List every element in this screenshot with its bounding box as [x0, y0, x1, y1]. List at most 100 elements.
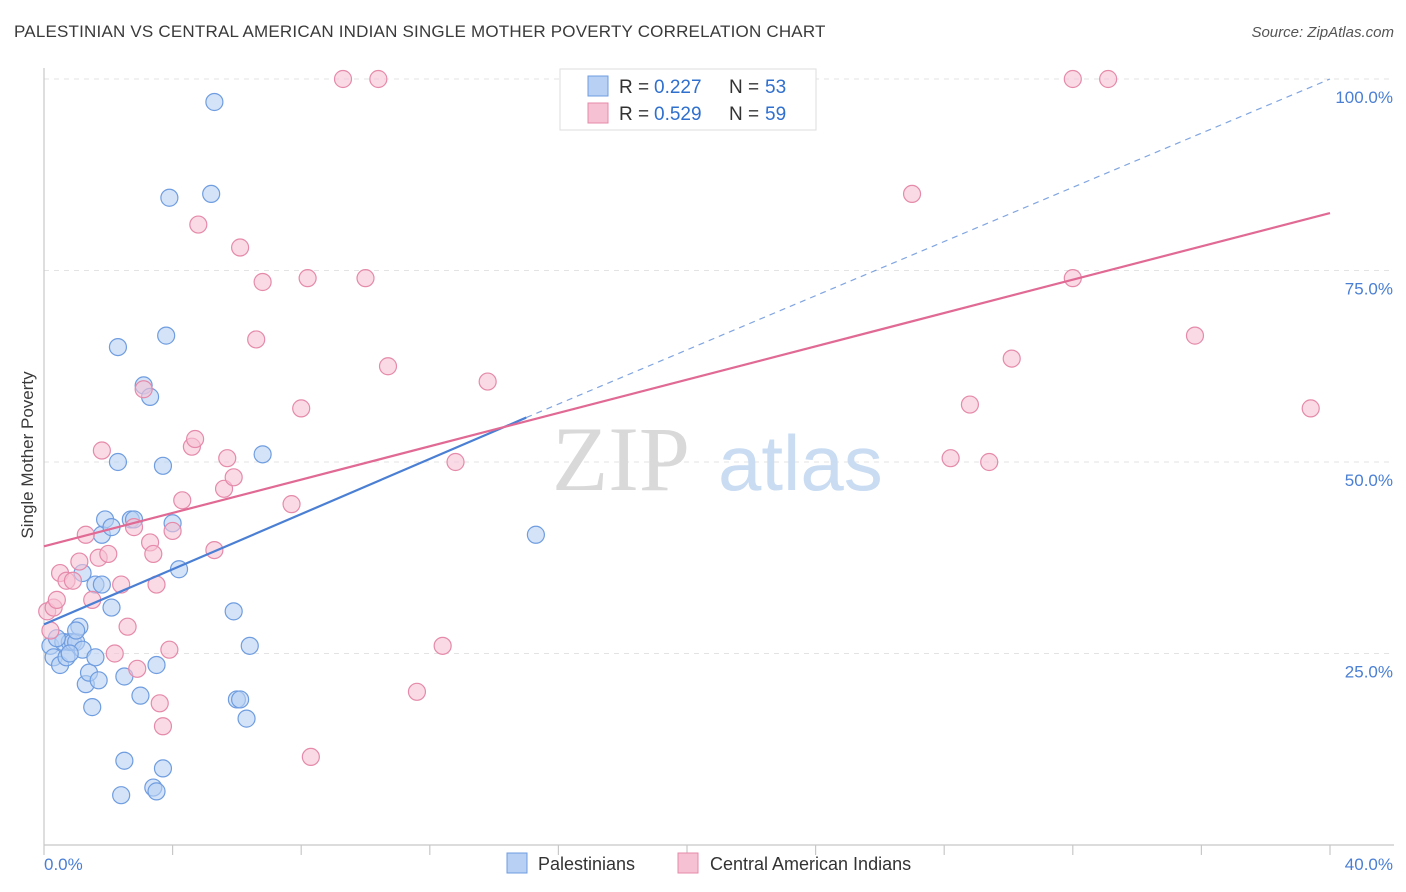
trend-extension-palestinians	[526, 78, 1331, 419]
legend-n-value-palestinians: 53	[765, 77, 786, 98]
trend-line-palestinians	[43, 416, 527, 626]
point-central-american-indians	[298, 269, 317, 288]
point-central-american-indians	[163, 521, 182, 541]
point-palestinians	[153, 759, 173, 778]
point-palestinians	[202, 184, 221, 203]
point-palestinians	[89, 671, 108, 690]
legend-swatch-palestinians	[587, 75, 609, 97]
point-central-american-indians	[47, 590, 66, 609]
point-palestinians	[131, 686, 150, 705]
point-palestinians	[67, 621, 86, 640]
point-central-american-indians	[941, 449, 960, 468]
point-palestinians	[60, 644, 79, 663]
y-tick-label: 100.0%	[1335, 88, 1393, 107]
x-tick-labels: 0.0% 40.0%	[44, 855, 1393, 874]
point-central-american-indians	[1099, 69, 1118, 89]
x-tick-label: 40.0%	[1345, 855, 1393, 874]
series-legend-swatch-central-american-indians	[677, 852, 699, 874]
point-palestinians	[83, 698, 102, 717]
point-central-american-indians	[70, 552, 89, 571]
legend-r-value-palestinians: 0.227	[654, 77, 702, 98]
point-central-american-indians	[1063, 69, 1082, 89]
chart-title: PALESTINIAN VS CENTRAL AMERICAN INDIAN S…	[14, 22, 826, 41]
watermark-atlas: atlas	[718, 419, 883, 507]
y-tick-labels: 25.0% 50.0% 75.0% 100.0%	[1335, 88, 1393, 682]
point-central-american-indians	[189, 215, 208, 234]
point-central-american-indians	[205, 540, 224, 560]
y-tick-label: 25.0%	[1345, 663, 1393, 682]
point-palestinians	[237, 709, 256, 728]
legend-swatch-central-american-indians	[587, 102, 609, 124]
point-central-american-indians	[478, 372, 497, 391]
point-palestinians	[86, 648, 105, 667]
source-label: Source: ZipAtlas.com	[1251, 24, 1394, 41]
point-central-american-indians	[282, 495, 301, 514]
point-central-american-indians	[105, 644, 124, 663]
point-palestinians	[153, 456, 173, 475]
point-central-american-indians	[150, 694, 169, 713]
point-palestinians	[147, 655, 166, 675]
y-tick-label: 75.0%	[1345, 280, 1393, 299]
legend-r-label: R =	[619, 77, 649, 98]
point-central-american-indians	[433, 636, 452, 655]
point-central-american-indians	[153, 717, 173, 736]
point-central-american-indians	[134, 380, 153, 399]
series-legend: Palestinians Central American Indians	[506, 852, 911, 874]
point-palestinians	[92, 575, 111, 594]
point-central-american-indians	[333, 69, 353, 89]
series-legend-label-central-american-indians: Central American Indians	[710, 854, 911, 874]
point-central-american-indians	[118, 617, 137, 636]
point-central-american-indians	[99, 544, 118, 564]
data-points	[38, 69, 1320, 805]
point-central-american-indians	[218, 449, 237, 468]
point-central-american-indians	[292, 399, 311, 418]
point-central-american-indians	[301, 747, 320, 767]
point-palestinians	[112, 786, 131, 805]
point-palestinians	[147, 782, 166, 801]
point-palestinians	[224, 602, 243, 621]
point-central-american-indians	[960, 395, 980, 414]
point-central-american-indians	[160, 640, 179, 659]
point-central-american-indians	[92, 441, 111, 460]
watermark: ZIP atlas	[552, 408, 883, 510]
legend-n-label: N =	[729, 77, 759, 98]
point-central-american-indians	[1185, 326, 1205, 345]
point-central-american-indians	[253, 272, 272, 292]
point-palestinians	[253, 445, 272, 464]
point-palestinians	[526, 525, 545, 544]
legend-r-label: R =	[619, 104, 649, 125]
point-central-american-indians	[369, 69, 388, 89]
point-palestinians	[115, 751, 134, 770]
point-central-american-indians	[128, 659, 147, 678]
point-central-american-indians	[980, 452, 999, 472]
point-central-american-indians	[1301, 399, 1320, 418]
point-palestinians	[102, 598, 121, 617]
point-central-american-indians	[231, 238, 250, 257]
point-palestinians	[160, 188, 179, 207]
point-central-american-indians	[63, 571, 83, 590]
series-legend-label-palestinians: Palestinians	[538, 854, 635, 874]
point-central-american-indians	[446, 452, 465, 472]
grid-lines	[44, 78, 1394, 654]
point-central-american-indians	[902, 184, 922, 203]
point-central-american-indians	[173, 491, 192, 510]
point-palestinians	[240, 636, 259, 655]
point-palestinians	[108, 338, 128, 357]
point-palestinians	[108, 452, 128, 472]
point-palestinians	[231, 690, 250, 709]
legend-r-value-central-american-indians: 0.529	[654, 104, 702, 125]
y-tick-label: 50.0%	[1345, 471, 1393, 490]
trend-line-central-american-indians	[43, 211, 1331, 548]
y-axis-label: Single Mother Poverty	[18, 371, 37, 539]
point-central-american-indians	[144, 544, 163, 564]
point-central-american-indians	[378, 357, 398, 376]
point-central-american-indians	[407, 682, 427, 701]
legend-n-value-central-american-indians: 59	[765, 104, 786, 125]
point-palestinians	[205, 92, 224, 112]
axes	[43, 68, 1394, 855]
point-central-american-indians	[247, 330, 266, 349]
series-legend-swatch-palestinians	[506, 852, 528, 874]
stats-legend: R = 0.227 N = 53 R = 0.529 N = 59	[559, 68, 817, 131]
point-central-american-indians	[186, 429, 205, 449]
